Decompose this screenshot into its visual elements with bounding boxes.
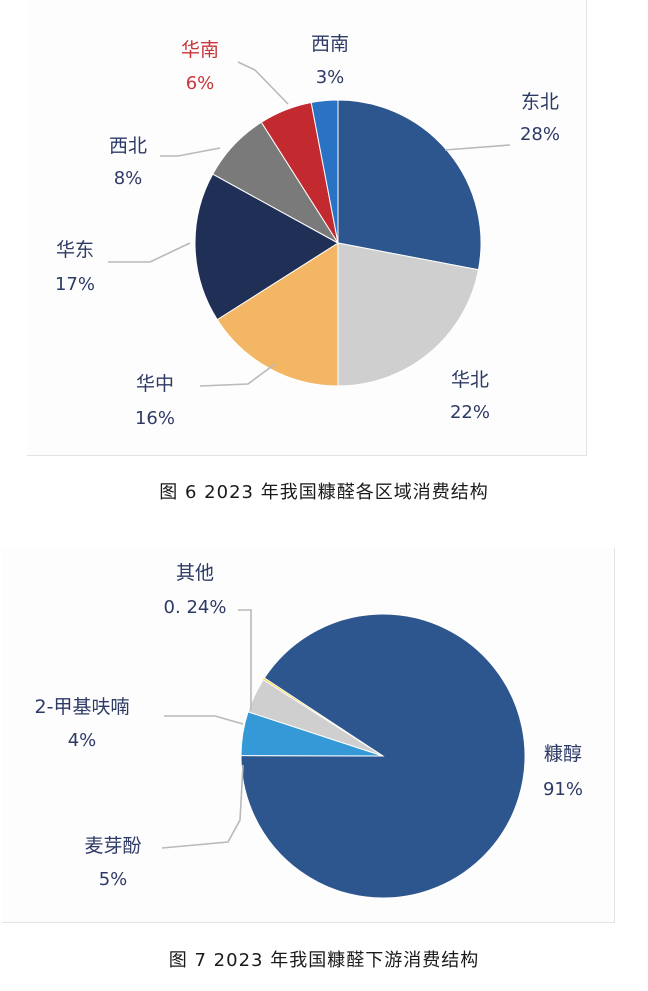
slice-name-label: 华东 <box>56 239 94 261</box>
slice-percent-label: 0. 24% <box>164 597 227 618</box>
slice-percent-label: 28% <box>520 124 560 145</box>
leader-line <box>160 147 221 157</box>
slice-name-label: 糠醇 <box>544 742 582 765</box>
slice-name-label: 西北 <box>109 135 147 157</box>
slice-name-label: 华中 <box>136 373 174 395</box>
slice-percent-label: 17% <box>55 274 95 295</box>
pie1-slice-e58d8ee58c97 <box>337 242 480 387</box>
slice-percent-label: 8% <box>114 168 143 189</box>
pie1-slice-e58d8ee4b89c <box>194 173 339 321</box>
slice-name-label: 麦芽酚 <box>84 835 141 857</box>
figure-7-caption: 图 7 2023 年我国糠醛下游消费结构 <box>168 950 480 971</box>
slice-name-label: 东北 <box>521 91 559 113</box>
slice-percent-label: 16% <box>135 408 175 429</box>
slice-percent-label: 6% <box>186 73 215 94</box>
slice-name-label: 其他 <box>176 562 214 584</box>
leader-line <box>161 764 244 849</box>
slice-percent-label: 5% <box>99 869 128 890</box>
pie1-slice-e4b89ce58c97 <box>337 99 482 271</box>
slice-name-label: 华北 <box>451 369 489 391</box>
figure-6-caption: 图 6 2023 年我国糠醛各区域消费结构 <box>159 482 489 503</box>
leader-line <box>164 715 244 725</box>
pie1-slice-e8a5bfe58d97 <box>310 99 339 244</box>
slice-name-label: 2-甲基呋喃 <box>35 696 130 718</box>
leader-line <box>199 363 276 387</box>
slice-name-label: 西南 <box>311 33 349 55</box>
leader-line <box>237 61 289 105</box>
leader-line <box>444 144 511 151</box>
slice-percent-label: 91% <box>543 779 583 800</box>
slice-name-label: 华南 <box>181 39 219 61</box>
slice-percent-label: 22% <box>450 402 490 423</box>
leader-line <box>238 609 252 710</box>
leader-line <box>108 242 191 263</box>
pie2-slice-2-e794b2e59fbae5918be59683 <box>247 679 384 757</box>
slice-percent-label: 3% <box>316 67 345 88</box>
slice-percent-label: 4% <box>68 730 97 751</box>
